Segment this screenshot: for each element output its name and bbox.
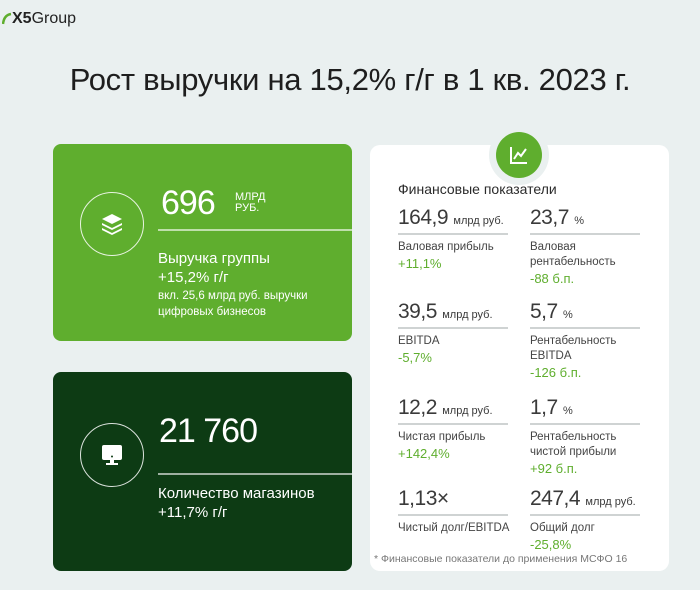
metric-divider — [398, 423, 508, 425]
metric-divider — [398, 233, 508, 235]
metric-item: 23,7 % Валовая рентабельность -88 б.п. — [530, 206, 645, 287]
metric-label: Рентабельность EBITDA — [530, 335, 617, 362]
metric-divider — [530, 233, 640, 235]
metric-label: Общий долг — [530, 522, 595, 534]
metric-value: 247,4 млрд руб. — [530, 487, 636, 510]
financials-card — [370, 145, 669, 571]
stores-label: Количество магазинов +11,7% г/г — [158, 485, 315, 521]
metric-change: -5,7% — [398, 350, 432, 365]
divider — [158, 229, 352, 231]
metric-item: 247,4 млрд руб. Общий долг -25,8% — [530, 487, 645, 553]
revenue-unit: МЛРД РУБ. — [235, 191, 266, 214]
x5-group-logo: X5 Group — [2, 10, 76, 28]
metric-value: 1,13× — [398, 487, 449, 510]
metric-change: +142,4% — [398, 446, 450, 461]
metric-item: 12,2 млрд руб. Чистая прибыль +142,4% — [398, 396, 513, 462]
metric-value: 12,2 млрд руб. — [398, 396, 493, 419]
revenue-card: 696 МЛРД РУБ. Выручка группы +15,2% г/г в… — [53, 144, 352, 341]
footnote: * Финансовые показатели до применения МС… — [374, 553, 628, 565]
metric-item: 39,5 млрд руб. EBITDA -5,7% — [398, 300, 513, 366]
stores-value: 21 760 — [159, 412, 258, 450]
layers-icon — [80, 192, 144, 256]
page-title: Рост выручки на 15,2% г/г в 1 кв. 2023 г… — [69, 62, 631, 97]
metric-value: 164,9 млрд руб. — [398, 206, 504, 229]
metric-label: Валовая прибыль — [398, 241, 494, 253]
metric-divider — [530, 423, 640, 425]
divider — [158, 473, 352, 475]
financials-title: Финансовые показатели — [398, 181, 557, 197]
metric-change: -88 б.п. — [530, 271, 575, 286]
logo-mark-icon — [2, 12, 12, 25]
financials-badge — [489, 125, 549, 185]
metric-item: 1,7 % Рентабельность чистой прибыли +92 б.… — [530, 396, 645, 477]
chart-line-icon — [496, 132, 542, 178]
metric-label: EBITDA — [398, 335, 440, 347]
revenue-change: +15,2% г/г — [158, 269, 229, 286]
metric-divider — [530, 327, 640, 329]
metric-change: +11,1% — [398, 256, 442, 271]
metric-change: -126 б.п. — [530, 365, 582, 380]
metric-divider — [398, 327, 508, 329]
metric-value: 5,7 % — [530, 300, 573, 323]
revenue-note: вкл. 25,6 млрд руб. выручки цифровых биз… — [158, 290, 308, 318]
stores-change: +11,7% г/г — [158, 504, 228, 521]
metric-value: 39,5 млрд руб. — [398, 300, 493, 323]
metric-label: Рентабельность чистой прибыли — [530, 431, 617, 458]
metric-change: +92 б.п. — [530, 461, 578, 476]
metric-item: 5,7 % Рентабельность EBITDA -126 б.п. — [530, 300, 645, 381]
monitor-icon — [80, 423, 144, 487]
revenue-value: 696 — [161, 184, 216, 222]
metric-divider — [530, 514, 640, 516]
metric-value: 23,7 % — [530, 206, 584, 229]
metric-change: -25,8% — [530, 537, 572, 552]
metric-label: Чистый долг/EBITDA — [398, 522, 510, 534]
metric-divider — [398, 514, 508, 516]
metric-item: 164,9 млрд руб. Валовая прибыль +11,1% — [398, 206, 513, 272]
stores-card: 21 760 Количество магазинов +11,7% г/г — [53, 372, 352, 571]
metric-item: 1,13× Чистый долг/EBITDA — [398, 487, 528, 536]
metric-label: Чистая прибыль — [398, 431, 486, 443]
revenue-label: Выручка группы +15,2% г/г — [158, 250, 270, 286]
metric-value: 1,7 % — [530, 396, 573, 419]
metric-label: Валовая рентабельность — [530, 241, 616, 268]
